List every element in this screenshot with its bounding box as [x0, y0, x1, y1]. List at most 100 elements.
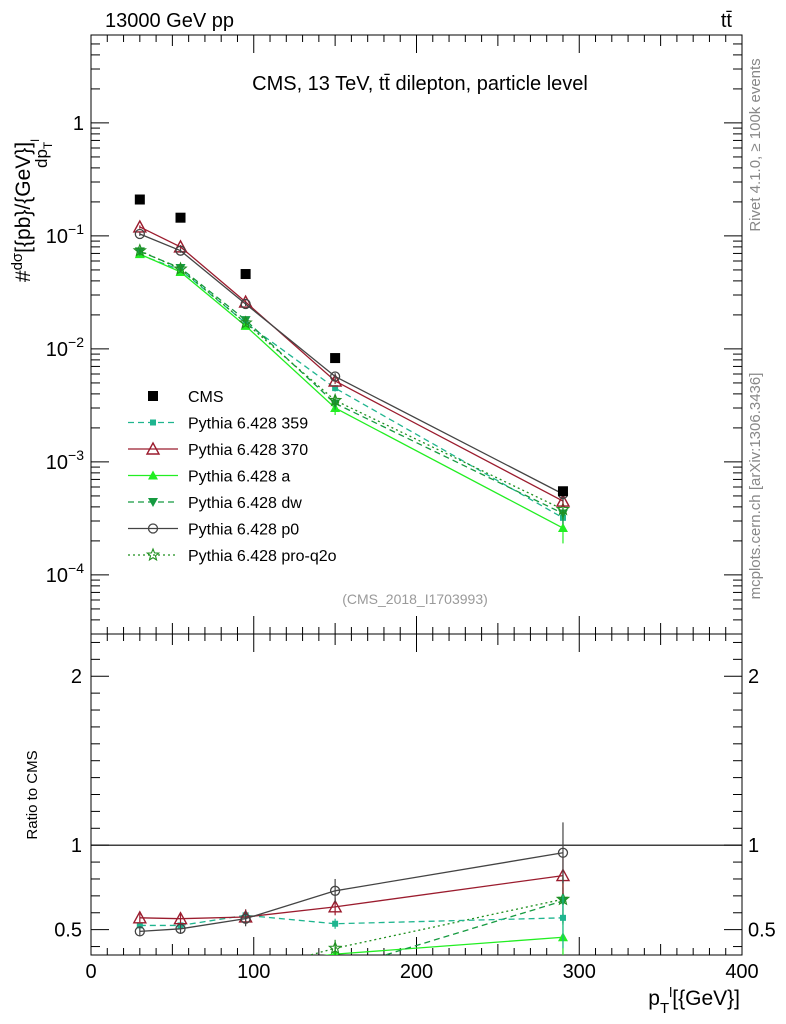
analysis-watermark: (CMS_2018_I1703993) [342, 591, 488, 607]
ratio-point-p370 [327, 899, 343, 913]
main-y-tick-label: 10−1 [46, 221, 84, 248]
ratio-point-pdw [135, 990, 145, 999]
series-line-pdw [139, 250, 564, 515]
legend-marker-cms [148, 391, 158, 401]
legend-marker-pq2o [145, 547, 161, 562]
legend-marker-p370 [145, 441, 161, 455]
ratio-point-pa [135, 982, 145, 991]
legend-item-p370: Pythia 6.428 370 [128, 441, 308, 459]
ratio-y-tick-label-right: 1 [748, 835, 759, 857]
point-cms [330, 353, 341, 364]
point-cms [175, 212, 186, 223]
main-y-tick-labels: 10−4 10−3 10−2 10−1 1 [46, 113, 84, 587]
legend-label-pa: Pythia 6.428 a [188, 469, 290, 486]
series-cms [134, 194, 568, 497]
point-p370 [555, 493, 571, 507]
ratio-series-pp0 [134, 822, 569, 937]
point-pq2o [327, 392, 343, 407]
main-y-tick-label: 10−3 [46, 447, 84, 474]
point-cms [240, 269, 251, 280]
point-pq2o [132, 243, 147, 257]
point-pp0 [134, 228, 145, 240]
legend-label-p370: Pythia 6.428 370 [188, 442, 308, 459]
ratio-series-pdw [135, 877, 568, 999]
ratio-line-p359 [139, 914, 563, 927]
x-axis-label: pTl[{GeV}] [648, 984, 740, 1017]
x-tick-label: 0 [85, 961, 96, 983]
ratio-line-p370 [139, 874, 564, 920]
process-label: tt̄ [721, 10, 733, 32]
ratio-point-pp0 [134, 926, 145, 937]
ratio-point-pq2o [327, 940, 343, 955]
ratio-point-pa [176, 975, 186, 984]
x-tick-label: 300 [563, 961, 596, 983]
point-cms [557, 486, 568, 497]
series-line-p370 [139, 226, 564, 502]
legend-item-pp0: Pythia 6.428 p0 [128, 522, 299, 539]
legend: CMS Pythia 6.428 359 Pythia 6.428 370 Pythi… [128, 389, 337, 565]
point-pa [557, 523, 568, 533]
ratio-point-p359 [136, 922, 143, 929]
x-tick-label: 200 [400, 961, 433, 983]
main-axis-ticks [90, 34, 743, 635]
ratio-y-tick-label-left: 1 [71, 835, 82, 857]
main-y-tick-label: 10−4 [46, 560, 84, 587]
ratio-point-pdw [330, 966, 340, 975]
main-panel-frame [90, 34, 743, 635]
x-tick-label: 100 [237, 961, 270, 983]
legend-marker-pa [148, 470, 158, 480]
ratio-point-pp0 [329, 885, 341, 896]
ratio-point-pq2o [134, 984, 145, 995]
legend-item-pa: Pythia 6.428 a [128, 469, 290, 486]
legend-marker-p359 [150, 419, 156, 426]
legend-label-p359: Pythia 6.428 359 [188, 416, 308, 433]
main-y-label: #dσ[{pb}/{GeV}] [9, 142, 35, 282]
ratio-y-tick-label-right: 0.5 [748, 920, 776, 942]
series-line-p359 [139, 254, 564, 519]
ratio-y-tick-label-right: 2 [748, 666, 759, 688]
ratio-axis-ticks [90, 634, 743, 955]
svg-text:#dσ[{pb}/{GeV}]: #dσ[{pb}/{GeV}] [9, 142, 35, 282]
ratio-point-pp0 [175, 923, 186, 934]
ratio-point-pp0 [557, 847, 569, 858]
legend-item-pq2o: Pythia 6.428 pro-q2o [128, 547, 337, 565]
legend-label-pdw: Pythia 6.428 dw [188, 495, 302, 512]
x-tick-labels: 0 100 200 300 400 [85, 961, 758, 983]
point-pp0 [175, 245, 186, 256]
legend-item-pdw: Pythia 6.428 dw [128, 495, 302, 512]
point-pp0 [240, 298, 251, 310]
ratio-series-pq2o [134, 875, 571, 995]
point-pp0 [329, 371, 341, 382]
ratio-point-pp0 [240, 913, 251, 924]
ratio-point-pq2o [175, 978, 186, 989]
ratio-panel-frame [90, 633, 743, 956]
legend-marker-pp0 [147, 523, 159, 534]
ratio-y-tick-labels: 0.5 0.5 1 1 2 2 [54, 666, 776, 941]
main-y-tick-label: 10−2 [46, 334, 84, 361]
ratio-point-p359 [332, 920, 339, 927]
point-pq2o [555, 501, 571, 516]
ratio-series-p370 [132, 857, 571, 925]
point-cms [134, 194, 145, 205]
ratio-point-p370 [132, 910, 148, 924]
series-pp0 [134, 228, 569, 502]
legend-label-cms: CMS [188, 389, 224, 406]
legend-label-pq2o: Pythia 6.428 pro-q2o [188, 548, 337, 565]
main-series-group [132, 194, 571, 544]
ratio-y-label: Ratio to CMS [24, 750, 41, 839]
legend-marker-pdw [148, 498, 158, 507]
legend-item-cms: CMS [148, 389, 224, 406]
ratio-series-clipped [132, 822, 571, 999]
ratio-line-pdw [382, 900, 564, 955]
main-y-tick-label: 1 [73, 113, 84, 135]
ratio-y-tick-label-left: 2 [71, 666, 82, 688]
series-pq2o [132, 243, 571, 520]
ratio-line-pq2o [307, 898, 564, 955]
ratio-point-pdw [176, 985, 186, 994]
chart-title: CMS, 13 TeV, tt̄ dilepton, particle leve… [252, 73, 588, 95]
legend-item-p359: Pythia 6.428 359 [128, 416, 308, 433]
ratio-point-p359 [559, 914, 566, 921]
x-tick-label: 400 [725, 961, 758, 983]
rivet-version-label: Rivet 4.1.0, ≥ 100k events [747, 58, 764, 231]
